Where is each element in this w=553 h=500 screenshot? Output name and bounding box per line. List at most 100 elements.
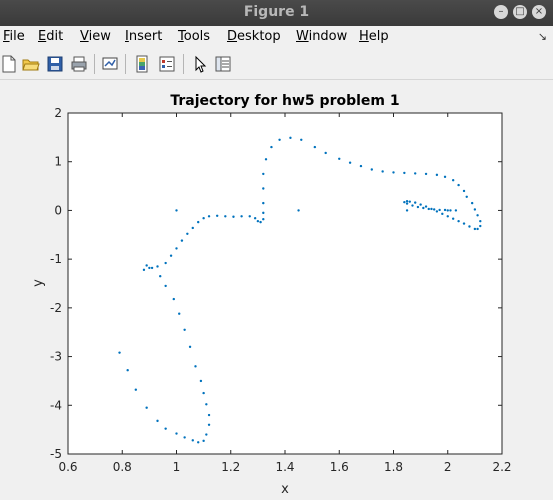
y-tick-label: 1 xyxy=(54,155,62,169)
data-point xyxy=(474,208,476,210)
data-point xyxy=(240,215,242,217)
data-point xyxy=(452,179,454,181)
data-point xyxy=(181,239,183,241)
data-point xyxy=(257,220,259,222)
data-point xyxy=(175,209,177,211)
data-point xyxy=(183,436,185,438)
data-point xyxy=(414,172,416,174)
data-point xyxy=(208,414,210,416)
data-point xyxy=(262,187,264,189)
menu-file[interactable]: File xyxy=(3,29,25,44)
menu-insert[interactable]: Insert xyxy=(125,29,162,44)
y-tick-label: 0 xyxy=(54,203,62,217)
y-tick-label: -4 xyxy=(50,398,62,412)
data-point xyxy=(194,365,196,367)
y-tick-label: -3 xyxy=(50,350,62,364)
toolbar-separator xyxy=(125,54,126,74)
data-point xyxy=(457,184,459,186)
x-tick-label: 1 xyxy=(173,460,181,474)
data-point xyxy=(216,215,218,217)
window-title: Figure 1 xyxy=(0,4,553,20)
data-point xyxy=(262,173,264,175)
data-point xyxy=(145,264,147,266)
menu-help[interactable]: Help xyxy=(359,29,389,44)
data-point xyxy=(449,209,451,211)
menu-edit[interactable]: Edit xyxy=(38,29,63,44)
data-point xyxy=(254,217,256,219)
window-titlebar[interactable]: Figure 1 – □ × xyxy=(0,0,553,26)
data-point xyxy=(422,207,424,209)
data-point xyxy=(164,285,166,287)
data-point xyxy=(381,170,383,172)
data-point xyxy=(202,440,204,442)
data-point xyxy=(278,139,280,141)
data-point xyxy=(463,222,465,224)
data-point xyxy=(463,190,465,192)
x-tick-label: 2.2 xyxy=(492,460,511,474)
menu-view[interactable]: View xyxy=(80,29,111,44)
data-point xyxy=(202,392,204,394)
open-folder-icon[interactable] xyxy=(22,55,40,73)
data-point xyxy=(474,228,476,230)
data-point xyxy=(197,441,199,443)
chart-title: Trajectory for hw5 problem 1 xyxy=(170,93,399,109)
data-point xyxy=(197,221,199,223)
data-point xyxy=(338,158,340,160)
data-point xyxy=(438,209,440,211)
data-point xyxy=(259,221,261,223)
data-point xyxy=(314,146,316,148)
axes-box[interactable] xyxy=(68,113,502,454)
menu-window[interactable]: Window xyxy=(296,29,347,44)
data-point xyxy=(151,267,153,269)
data-point xyxy=(392,171,394,173)
new-file-icon[interactable] xyxy=(0,55,18,73)
data-point xyxy=(265,158,267,160)
data-point xyxy=(262,218,264,220)
menu-desktop[interactable]: Desktop xyxy=(227,29,281,44)
pointer-icon[interactable] xyxy=(191,55,209,73)
save-icon[interactable] xyxy=(46,55,64,73)
data-point xyxy=(476,214,478,216)
data-point xyxy=(126,369,128,371)
data-point xyxy=(156,265,158,267)
data-point xyxy=(411,204,413,206)
data-point xyxy=(360,165,362,167)
insert-colorbar-icon[interactable] xyxy=(134,55,152,73)
data-point xyxy=(414,201,416,203)
x-tick-label: 1.4 xyxy=(275,460,294,474)
data-point xyxy=(208,215,210,217)
link-plot-icon[interactable] xyxy=(101,55,119,73)
data-point xyxy=(419,203,421,205)
print-icon[interactable] xyxy=(70,55,88,73)
data-point xyxy=(457,220,459,222)
close-button[interactable]: × xyxy=(532,5,546,19)
data-point xyxy=(479,225,481,227)
data-point xyxy=(145,407,147,409)
data-point xyxy=(466,196,468,198)
x-axis-label: x xyxy=(281,482,289,496)
y-axis-label: y xyxy=(31,279,46,287)
toolbar-separator xyxy=(94,54,95,74)
menu-bar: File Edit View Insert Tools Desktop Wind… xyxy=(0,26,553,49)
data-point xyxy=(249,215,251,217)
property-inspector-icon[interactable] xyxy=(214,55,232,73)
minimize-button[interactable]: – xyxy=(494,5,508,19)
data-point xyxy=(148,267,150,269)
data-point xyxy=(202,217,204,219)
data-point xyxy=(170,255,172,257)
toolbar xyxy=(0,49,553,80)
insert-legend-icon[interactable] xyxy=(158,55,176,73)
menu-tools[interactable]: Tools xyxy=(178,29,210,44)
maximize-button[interactable]: □ xyxy=(513,5,527,19)
toolbar-separator xyxy=(183,54,184,74)
y-tick-label: -2 xyxy=(50,301,62,315)
dock-arrow-icon[interactable]: ↘ xyxy=(538,30,547,43)
y-tick-label: -5 xyxy=(50,447,62,461)
data-point xyxy=(468,225,470,227)
data-point xyxy=(164,262,166,264)
data-point xyxy=(433,208,435,210)
data-point xyxy=(444,176,446,178)
data-point xyxy=(444,209,446,211)
data-point xyxy=(186,233,188,235)
x-tick-label: 1.8 xyxy=(384,460,403,474)
